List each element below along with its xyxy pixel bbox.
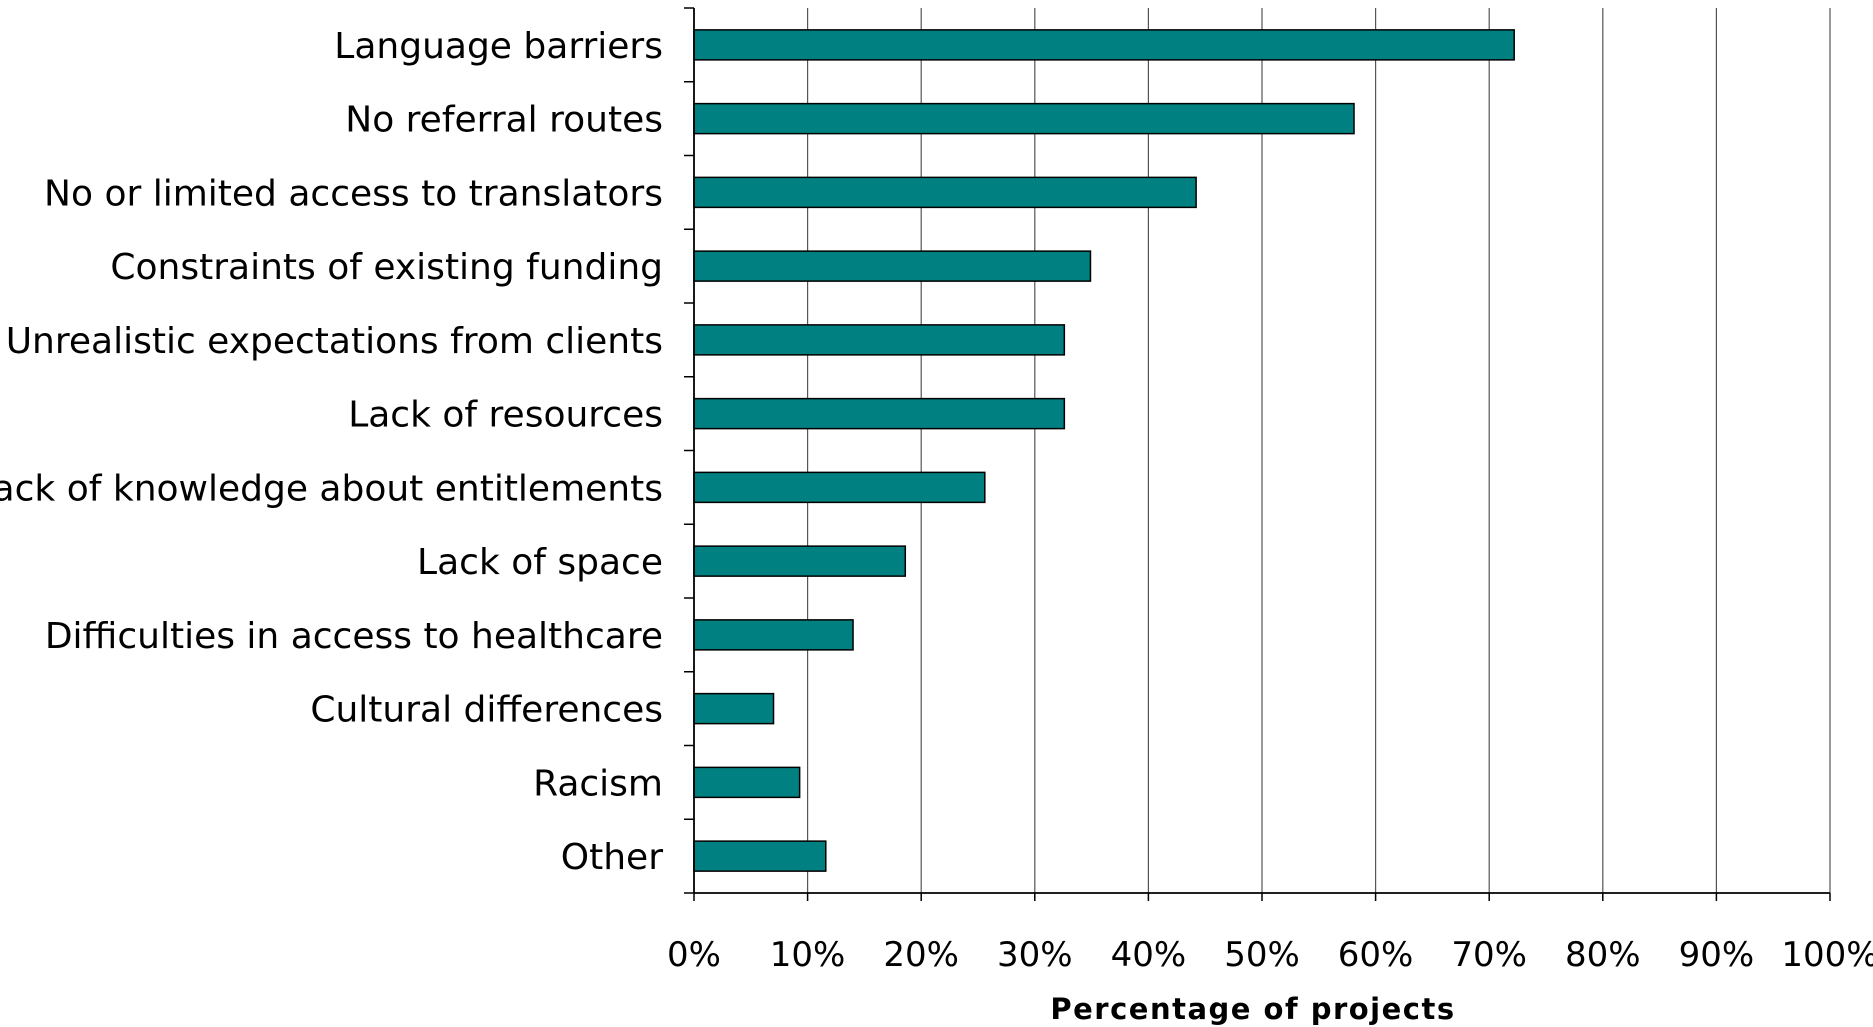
x-tick-label: 90%: [1679, 935, 1755, 975]
x-tick-label: 80%: [1565, 935, 1641, 975]
x-tick-label: 0%: [667, 935, 721, 975]
category-label: Difficulties in access to healthcare: [45, 616, 663, 657]
category-label: Lack of resources: [348, 395, 663, 436]
bar: [693, 29, 1515, 61]
x-axis-title: Percentage of projects: [1050, 992, 1455, 1026]
category-label: Other: [561, 837, 663, 878]
category-label: No referral routes: [345, 100, 663, 141]
category-labels: Language barriers No referral routes No or…: [0, 26, 663, 878]
x-tick-label: 30%: [997, 935, 1073, 975]
axes: [684, 7, 1831, 901]
category-label: Lack of space: [417, 542, 663, 583]
x-tick-label: 10%: [770, 935, 846, 975]
x-tick-label: 70%: [1451, 935, 1527, 975]
bar: [693, 692, 775, 725]
grid-lines: [806, 8, 1831, 893]
category-label: Racism: [533, 763, 663, 804]
bars: [693, 29, 1515, 872]
bar: [693, 176, 1197, 209]
category-label: Unrealistic expectations from clients: [6, 321, 663, 362]
x-tick-labels: 0% 10% 20% 30% 40% 50% 60% 70% 80% 90% 100%: [667, 935, 1873, 975]
bar: [693, 102, 1355, 135]
category-label: Lack of knowledge about entitlements: [0, 468, 663, 509]
bar: [693, 397, 1066, 430]
x-tick-label: 50%: [1224, 935, 1300, 975]
x-tick-label: 100%: [1781, 935, 1873, 975]
bar: [693, 471, 986, 504]
category-label: Cultural differences: [310, 690, 663, 731]
x-tick-label: 60%: [1338, 935, 1414, 975]
bar: [693, 250, 1092, 282]
bar: [693, 545, 907, 577]
bar: [693, 324, 1066, 356]
x-tick-label: 20%: [883, 935, 959, 975]
bar: [693, 840, 827, 872]
category-label: Language barriers: [334, 26, 663, 67]
x-tick-label: 40%: [1111, 935, 1187, 975]
category-label: Constraints of existing funding: [110, 247, 663, 288]
bar: [693, 619, 854, 651]
bar: [693, 766, 801, 799]
category-label: No or limited access to translators: [44, 173, 663, 214]
